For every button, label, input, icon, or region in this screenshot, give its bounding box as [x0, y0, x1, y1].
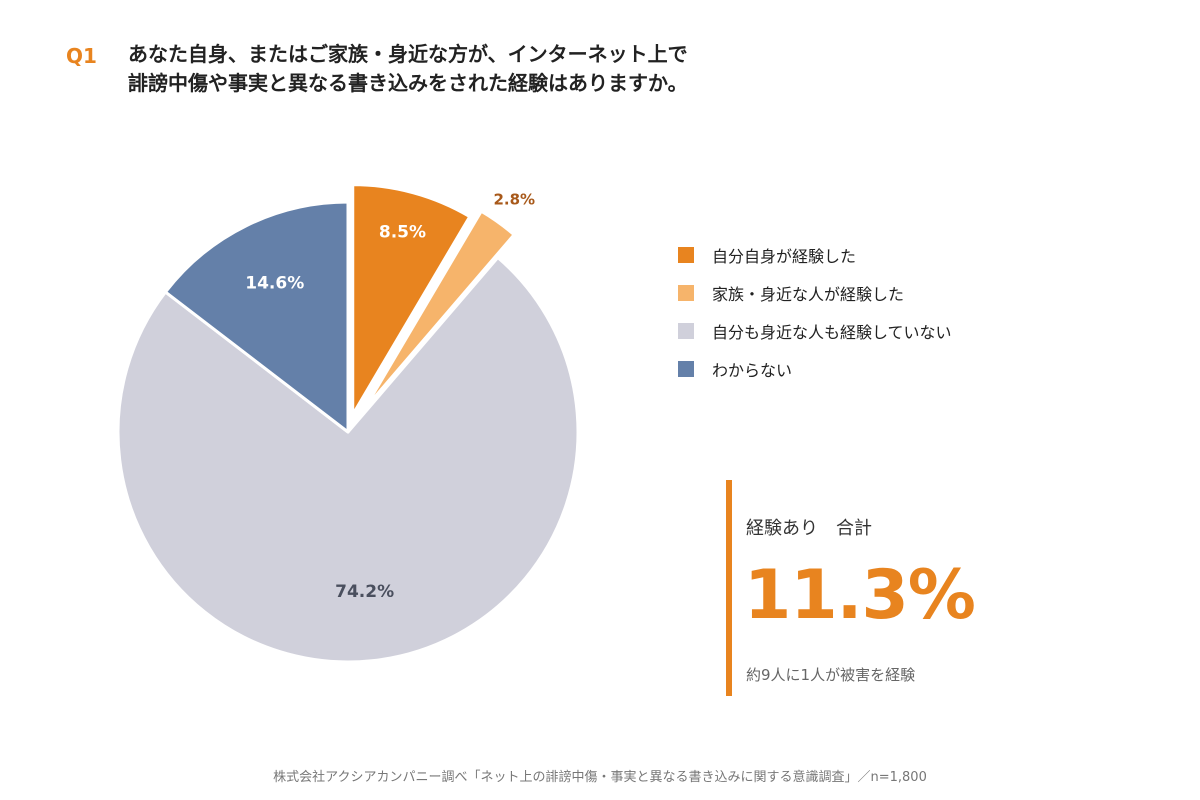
- question-text: あなた自身、またはご家族・身近な方が、インターネット上で 誹謗中傷や事実と異なる…: [128, 40, 828, 98]
- pie-slice-1: [362, 209, 516, 411]
- legend-label-1: 家族・身近な人が経験した: [712, 285, 905, 304]
- slice-label-1: 2.8%: [493, 190, 535, 208]
- legend-item-1: 家族・身近な人が経験した: [678, 274, 952, 312]
- summary-note: 約9人に1人が被害を経験: [746, 666, 916, 684]
- legend-label-2: 自分も身近な人も経験していない: [712, 323, 952, 342]
- pie-slice-2: [116, 255, 580, 664]
- legend-label-3: わからない: [712, 361, 793, 380]
- legend-swatch-1: [678, 285, 694, 301]
- slice-label-3: 14.6%: [245, 273, 304, 293]
- summary-label: 経験あり 合計: [746, 518, 872, 539]
- question-number: Q1: [66, 44, 97, 68]
- pie-slice-0: [351, 183, 472, 417]
- legend-swatch-0: [678, 247, 694, 263]
- legend-item-0: 自分自身が経験した: [678, 236, 952, 274]
- pie-slice-3: [164, 200, 350, 434]
- slice-label-0: 8.5%: [379, 223, 426, 243]
- source-note: 株式会社アクシアカンパニー調べ「ネット上の誹謗中傷・事実と異なる書き込みに関する…: [273, 770, 927, 785]
- legend-swatch-3: [678, 361, 694, 377]
- summary-value: 11.3%: [744, 556, 976, 635]
- legend-item-3: わからない: [678, 350, 952, 388]
- chart-legend: 自分自身が経験した家族・身近な人が経験した自分も身近な人も経験していない わからな…: [678, 236, 952, 388]
- summary-box: 経験あり 合計 11.3% 約9人に1人が被害を経験: [726, 480, 1026, 696]
- legend-item-2: 自分も身近な人も経験していない: [678, 312, 952, 350]
- question-line-2: 誹謗中傷や事実と異なる書き込みをされた経験はありますか。: [128, 71, 688, 95]
- slice-label-2: 74.2%: [335, 582, 394, 602]
- legend-label-0: 自分自身が経験した: [712, 247, 857, 266]
- question-line-1: あなた自身、またはご家族・身近な方が、インターネット上で: [128, 42, 688, 66]
- legend-swatch-2: [678, 323, 694, 339]
